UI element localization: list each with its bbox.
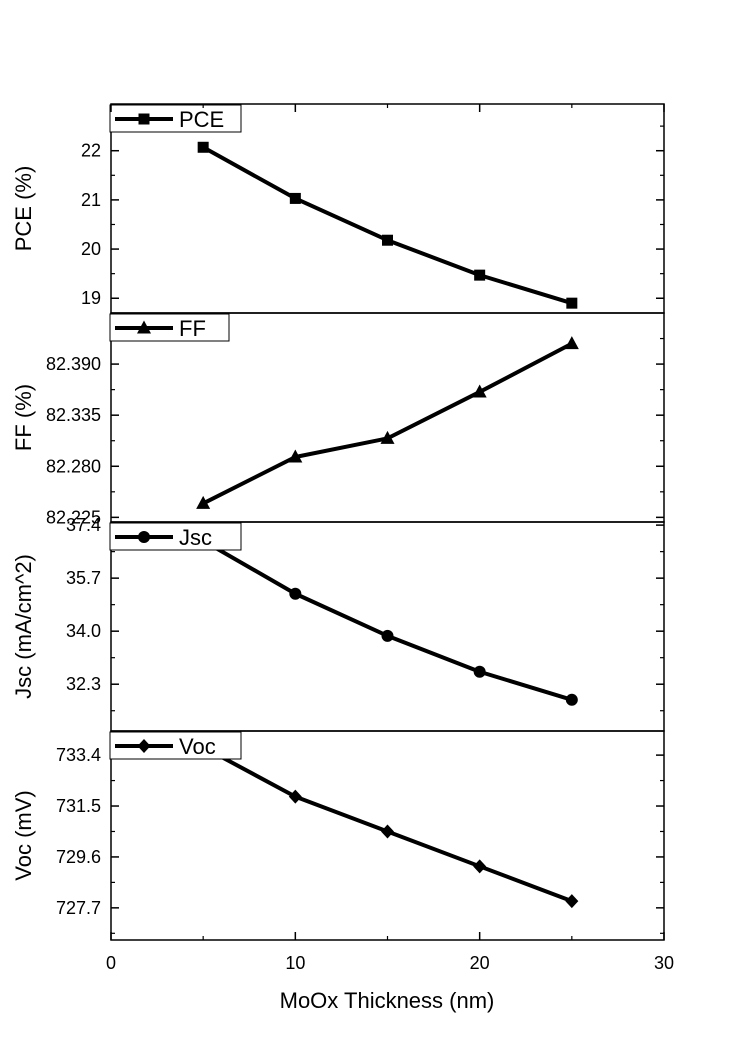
panel-voc: 727.7 729.6 731.5 733.4 Voc (mV) Voc	[11, 730, 665, 941]
legend: Voc	[109, 731, 242, 760]
panel-frame	[110, 103, 665, 314]
data-point	[288, 789, 302, 804]
chart-panels: 19 20 21 22 PCE (%) PCE 82.225 82.280 82.335 82.3…	[11, 103, 665, 941]
y-tick-label: 21	[81, 190, 101, 210]
y-tick-label: 729.6	[56, 847, 101, 867]
panel-pce: 19 20 21 22 PCE (%) PCE	[11, 103, 665, 314]
x-tick-label: 0	[106, 953, 116, 973]
data-point	[289, 587, 302, 600]
x-axis: 0 10 20 30	[106, 104, 674, 973]
y-tick-label: 82.225	[46, 507, 101, 527]
data-point	[472, 384, 487, 398]
data-point	[288, 449, 303, 463]
x-axis-title: MoOx Thickness (nm)	[280, 988, 495, 1013]
y-axis-title: PCE (%)	[11, 166, 36, 252]
data-point	[289, 192, 301, 204]
legend: FF	[109, 313, 230, 342]
legend-label: FF	[179, 316, 206, 341]
y-tick-label: 34.0	[66, 621, 101, 641]
legend: PCE	[109, 104, 242, 133]
data-point	[474, 269, 486, 281]
data-point	[566, 297, 578, 309]
data-point	[380, 430, 395, 444]
series-line-jsc	[202, 538, 573, 702]
data-point	[565, 693, 578, 706]
y-tick-label: 82.390	[46, 354, 101, 374]
series-line-ff	[202, 341, 573, 506]
legend-label: Jsc	[179, 525, 212, 550]
legend: Jsc	[109, 522, 242, 551]
legend-marker	[138, 531, 150, 543]
data-point	[196, 495, 211, 509]
panel-ff: 82.225 82.280 82.335 82.390 FF (%) FF	[11, 312, 665, 527]
data-point	[473, 859, 487, 874]
x-tick-label: 10	[285, 953, 305, 973]
y-tick-label: 19	[81, 288, 101, 308]
legend-marker	[137, 739, 151, 753]
legend-box	[109, 522, 242, 551]
y-axis-title: Voc (mV)	[11, 790, 36, 880]
y-tick-label: 32.3	[66, 674, 101, 694]
legend-label: Voc	[179, 734, 216, 759]
y-tick-label: 731.5	[56, 796, 101, 816]
series-line-pce	[202, 145, 573, 306]
y-tick-label: 82.280	[46, 456, 101, 476]
legend-marker	[138, 113, 150, 125]
y-tick-label: 733.4	[56, 745, 101, 765]
y-axis-title: FF (%)	[11, 384, 36, 451]
y-tick-label: 727.7	[56, 898, 101, 918]
y-tick-label: 37.4	[66, 515, 101, 535]
data-point	[381, 824, 394, 839]
data-point	[382, 234, 393, 246]
panel-jsc: 32.3 34.0 35.7 37.4 Jsc (mA/cm^2) Jsc	[11, 515, 665, 732]
y-tick-label: 82.335	[46, 405, 101, 425]
y-tick-label: 20	[81, 239, 101, 259]
y-tick-label: 22	[81, 141, 101, 161]
panel-frame	[110, 312, 665, 523]
y-axis-title: Jsc (mA/cm^2)	[11, 554, 36, 699]
data-point	[565, 894, 579, 909]
y-tick-label: 35.7	[66, 568, 101, 588]
series-line-voc	[202, 745, 573, 904]
legend-label: PCE	[179, 107, 224, 132]
x-tick-label: 30	[654, 953, 674, 973]
x-tick-label: 20	[470, 953, 490, 973]
data-point	[197, 141, 209, 153]
legend-marker	[137, 320, 151, 334]
data-point	[564, 336, 579, 350]
data-point	[381, 629, 394, 642]
data-point	[473, 665, 486, 678]
panel-frame	[110, 521, 665, 732]
